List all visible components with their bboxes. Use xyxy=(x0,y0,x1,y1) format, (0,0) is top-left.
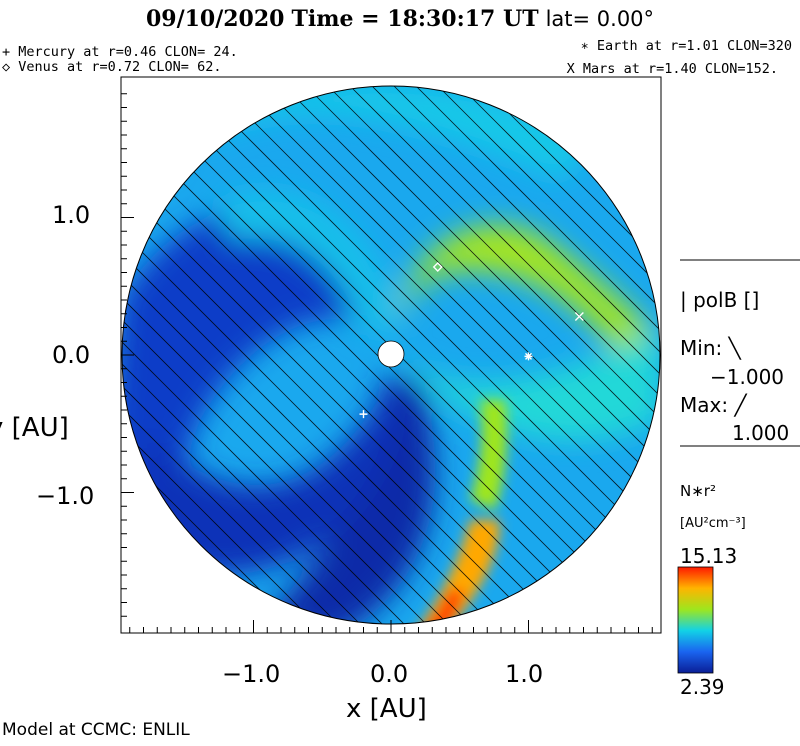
plot-title: 09/10/2020 Time = 18:30:17 UT lat= 0.00° xyxy=(145,6,655,32)
title-time-label: Time xyxy=(291,6,354,32)
marker-mercury xyxy=(359,410,368,419)
colorbar-title: N∗r² xyxy=(680,482,716,500)
hatch-line xyxy=(389,86,660,624)
hatch-line xyxy=(433,86,660,624)
hatch-line xyxy=(122,86,551,624)
colorbar-units: [AU²cm⁻³] xyxy=(680,516,746,531)
y-tick-label: −1.0 xyxy=(36,482,95,510)
planet-markers xyxy=(359,262,584,419)
sun-icon xyxy=(377,340,405,368)
hatch-line xyxy=(122,86,397,624)
hatch-line xyxy=(742,60,800,660)
model-credit: Model at CCMC: ENLIL xyxy=(2,720,190,740)
hatch-line xyxy=(122,86,331,624)
x-axis-label: x [AU] xyxy=(346,694,427,724)
polarity-title: | polB [] xyxy=(680,288,760,312)
y-tick-label: 1.0 xyxy=(52,201,91,229)
hatch-line xyxy=(257,86,660,624)
colorbar xyxy=(677,566,714,674)
polarity-max-value: 1.000 xyxy=(732,421,790,445)
mercury-label: + Mercury at r=0.46 CLON= 24. xyxy=(2,44,238,60)
hatch-line xyxy=(235,86,660,624)
hatch-line xyxy=(122,86,441,624)
hatch-line xyxy=(279,86,660,624)
polarity-max-label: Max: ╱ xyxy=(680,393,747,417)
x-tick-label: −1.0 xyxy=(222,660,281,688)
colorbar-min: 2.39 xyxy=(680,675,725,699)
hatch-line xyxy=(323,86,660,624)
earth-label: ∗ Earth at r=1.01 CLON=320 xyxy=(580,38,792,54)
marker-mars xyxy=(574,312,584,321)
venus-label: ◇ Venus at r=0.72 CLON= 62. xyxy=(2,59,222,75)
marker-venus xyxy=(432,262,443,272)
mars-label: X Mars at r=1.40 CLON=152. xyxy=(566,61,778,77)
hatch-line xyxy=(122,86,375,624)
hatch-line xyxy=(367,86,660,624)
hatch-line xyxy=(455,86,660,624)
title-date: 09/10/2020 xyxy=(145,6,285,32)
polarity-min-label: Min: ╲ xyxy=(680,336,741,360)
hatch-line xyxy=(122,86,353,624)
hatch-line xyxy=(122,86,507,624)
hatch-line xyxy=(122,86,485,624)
hatch-line xyxy=(122,86,573,624)
hatch-line xyxy=(122,86,463,624)
hatch-line xyxy=(411,86,660,624)
y-axis-label: y [AU] xyxy=(0,413,69,443)
hatch-line xyxy=(786,60,800,660)
hatch-line xyxy=(122,86,595,624)
hatch-line xyxy=(191,86,660,624)
hatch-line xyxy=(122,86,617,624)
hatch-line xyxy=(213,86,660,624)
y-tick-label: 0.0 xyxy=(52,341,91,369)
axis-ticks xyxy=(121,93,653,633)
x-tick-label: 0.0 xyxy=(370,660,409,688)
title-lat: lat= 0.00° xyxy=(545,7,655,31)
hatch-line xyxy=(345,86,660,624)
hatch-line xyxy=(0,60,22,660)
title-time-value: 18:30:17 UT xyxy=(387,6,539,32)
hatch-line xyxy=(122,86,419,624)
hatch-line xyxy=(720,60,800,660)
hatch-line xyxy=(653,86,660,624)
colorbar-max: 15.13 xyxy=(680,544,738,568)
x-tick-label: 1.0 xyxy=(505,660,544,688)
marker-earth xyxy=(524,352,533,361)
hatch-line xyxy=(301,86,660,624)
hatch-line xyxy=(122,86,529,624)
hatch-line xyxy=(169,86,660,624)
polarity-min-value: −1.000 xyxy=(710,365,785,389)
hatch-line xyxy=(0,60,44,660)
hatch-line xyxy=(764,60,800,660)
